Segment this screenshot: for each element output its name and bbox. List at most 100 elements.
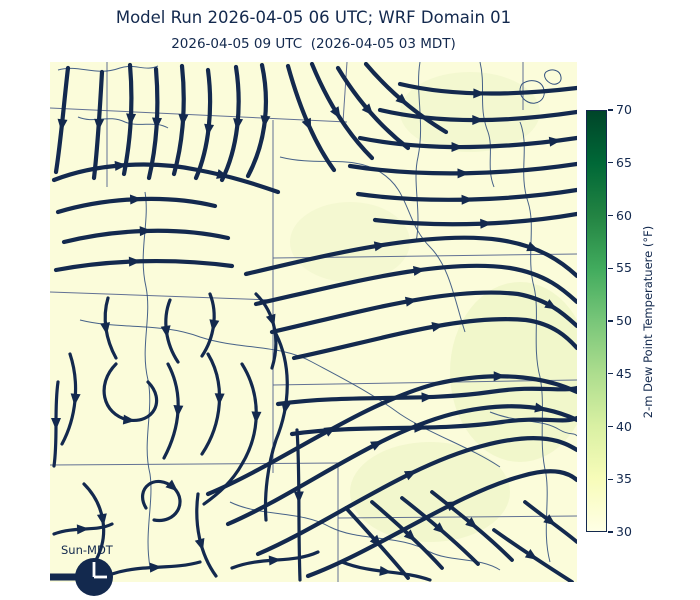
- wind-streamline: [253, 263, 577, 307]
- streamline-arrowhead: [544, 299, 558, 310]
- lake-outline: [544, 69, 562, 85]
- colorbar-gradient: [586, 110, 607, 532]
- colorbar-tick: [608, 162, 613, 164]
- colorbar-tick: [608, 267, 613, 269]
- streamline-arrowhead: [330, 106, 341, 120]
- streamline-arrowhead: [457, 168, 470, 179]
- streamline-arrowhead: [403, 529, 416, 542]
- wind-streamline: [254, 292, 278, 370]
- wind-streamline: [305, 469, 577, 579]
- timezone-label: Sun-MDT: [61, 543, 113, 557]
- colorbar-tick-label: 35: [616, 471, 632, 487]
- streamline-arrowhead: [369, 534, 382, 548]
- wind-streamline: [225, 404, 577, 527]
- streamline-arrowhead: [526, 241, 540, 252]
- streamline-arrowhead: [214, 393, 225, 406]
- colorbar-tick: [608, 373, 613, 375]
- wind-streamline: [291, 317, 577, 361]
- streamline-arrowhead: [265, 313, 276, 327]
- streamline-arrowhead: [173, 405, 184, 418]
- streamline-arrowhead: [126, 113, 137, 126]
- streamline-arrowhead: [403, 470, 417, 481]
- state-border: [272, 379, 577, 386]
- streamline-arrowhead: [94, 118, 105, 132]
- streamline-arrowhead: [122, 414, 136, 425]
- streamline-arrowhead: [361, 103, 374, 116]
- streamline-arrowhead: [421, 392, 434, 403]
- streamline-arrowhead: [96, 513, 107, 526]
- streamline-arrowhead: [233, 118, 244, 131]
- colorbar-tick: [608, 214, 613, 217]
- streamline-arrowhead: [534, 402, 548, 413]
- streamline-arrowhead: [433, 522, 446, 534]
- river-line: [479, 62, 495, 188]
- colorbar-tick: [608, 109, 613, 111]
- wind-streamline: [255, 436, 577, 557]
- wind-streamline: [195, 492, 218, 578]
- clock-bar: [50, 573, 96, 581]
- streamline-map: [50, 62, 577, 582]
- streamline-arrowhead: [57, 118, 68, 132]
- state-border: [50, 291, 274, 301]
- streamline-arrowhead: [379, 565, 392, 576]
- state-border: [50, 462, 339, 466]
- river-line: [79, 319, 501, 468]
- river-line: [489, 411, 577, 437]
- streamline-arrowhead: [128, 256, 141, 267]
- colorbar-tick: [608, 320, 613, 322]
- streamline-arrowhead: [76, 524, 90, 535]
- streamline-arrowhead: [395, 93, 408, 106]
- streamline-arrowhead: [465, 517, 478, 529]
- river-line: [57, 65, 159, 72]
- streamline-arrowhead: [194, 537, 205, 551]
- streamline-arrowhead: [548, 136, 562, 147]
- streamline-arrowhead: [129, 194, 143, 205]
- streamline-arrowhead: [260, 115, 271, 128]
- streamline-arrowhead: [281, 401, 292, 415]
- streamline-arrowhead: [268, 555, 282, 566]
- wind-streamline: [51, 162, 281, 195]
- streamline-arrowhead: [480, 218, 493, 229]
- streamline-arrowhead: [204, 123, 215, 137]
- river-line: [519, 121, 551, 563]
- colorbar-tick-label: 50: [616, 313, 632, 329]
- streamline-arrowhead: [373, 241, 387, 252]
- streamline-arrowhead: [451, 142, 464, 153]
- streamline-arrowhead: [543, 514, 556, 526]
- streamline-arrowhead: [160, 325, 171, 338]
- figure-subtitle: 2026-04-05 09 UTC (2026-04-05 03 MDT): [171, 36, 456, 52]
- streamline-arrowhead: [431, 321, 445, 332]
- streamline-arrowhead: [100, 322, 111, 335]
- streamline-arrowhead: [472, 115, 485, 126]
- wind-streamline: [523, 500, 577, 544]
- streamline-arrowhead: [216, 169, 229, 179]
- state-border: [337, 515, 577, 519]
- streamline-arrowhead: [152, 117, 163, 130]
- streamline-arrowhead: [114, 160, 127, 171]
- colorbar-tick-label: 45: [616, 365, 632, 381]
- streamline-arrowhead: [149, 562, 162, 573]
- wind-streamline: [269, 290, 577, 335]
- streamline-arrowhead: [461, 194, 474, 205]
- wind-streamline: [243, 235, 577, 279]
- wind-streamline: [202, 362, 258, 506]
- dewpoint-tint-patch: [400, 72, 540, 152]
- streamline-arrowhead: [404, 296, 418, 307]
- streamline-arrowhead: [473, 88, 486, 99]
- streamline-arrowhead: [209, 319, 220, 332]
- streamline-arrowhead: [139, 226, 152, 237]
- colorbar-tick-label: 60: [616, 207, 632, 223]
- colorbar-tick: [608, 478, 613, 480]
- colorbar-tick-label: 65: [616, 154, 632, 170]
- colorbar-axis-label: 2-m Dew Point Temperatuere (°F): [641, 225, 655, 419]
- clock-icon: [50, 558, 113, 596]
- colorbar-tick: [608, 531, 613, 533]
- streamline-arrowhead: [251, 411, 262, 424]
- streamline-arrowhead: [293, 491, 304, 504]
- colorbar-tick: [608, 425, 613, 428]
- streamline-arrowhead: [165, 479, 178, 492]
- river-line: [142, 191, 152, 568]
- colorbar-tick-label: 30: [616, 524, 632, 540]
- wind-streamline: [263, 332, 289, 522]
